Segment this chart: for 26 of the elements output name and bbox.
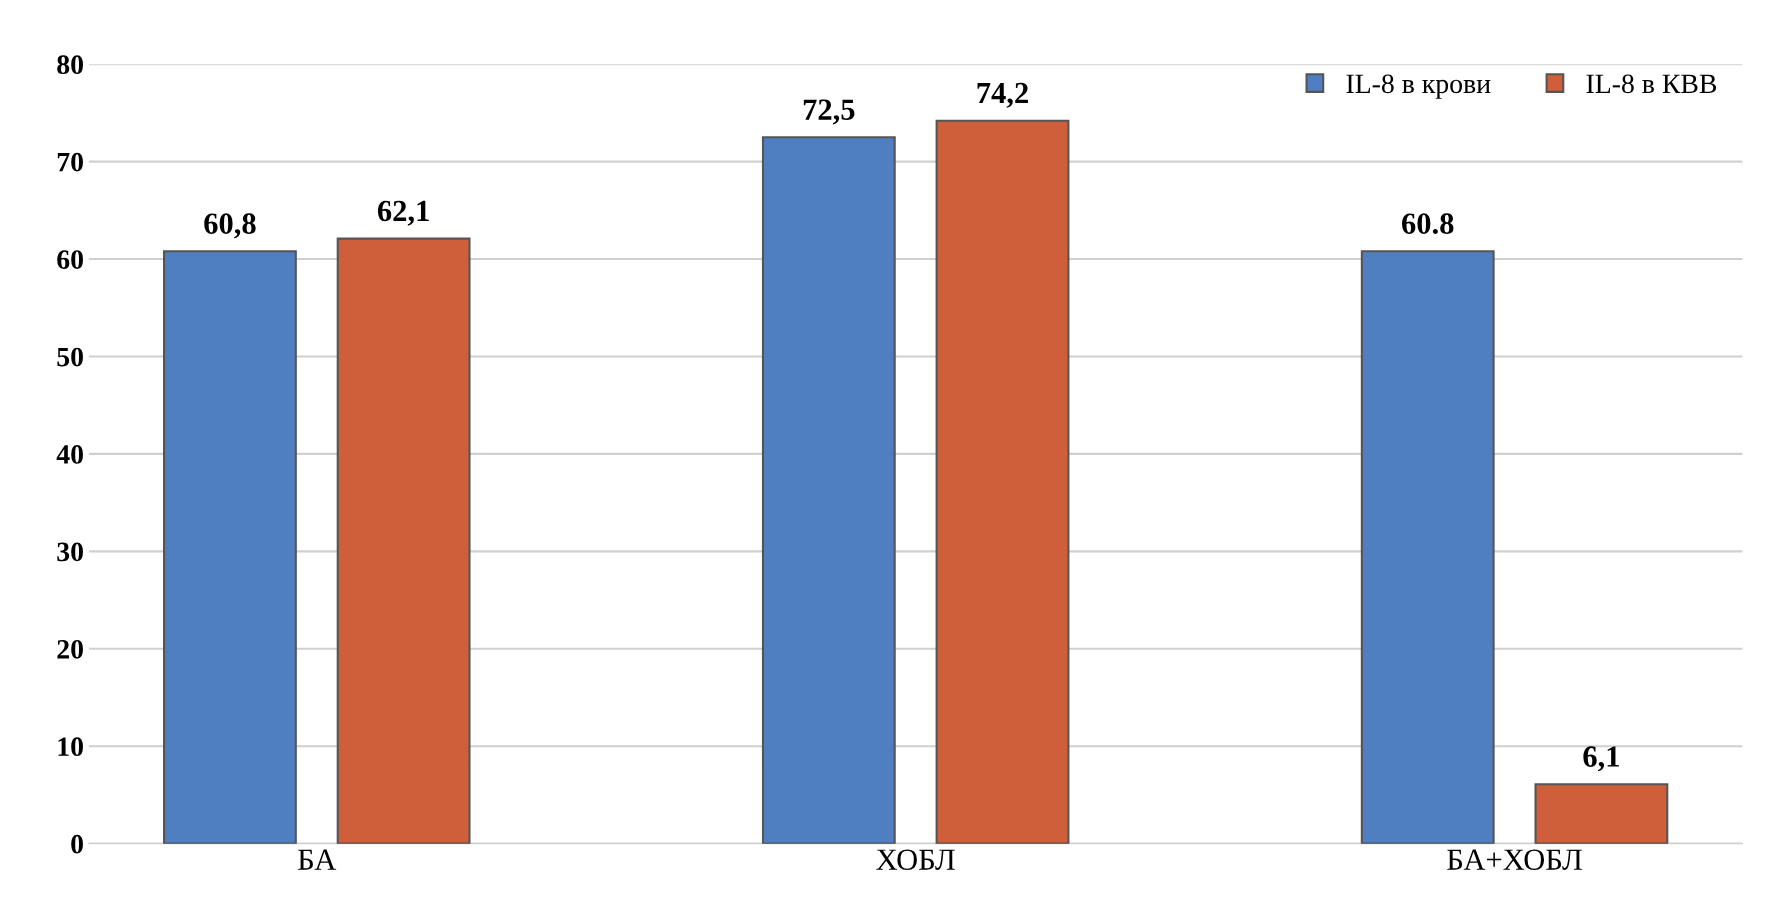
y-tick-label: 40 — [56, 445, 83, 464]
legend-label: IL-8 в крови — [1346, 74, 1491, 99]
y-tick-label: 70 — [57, 152, 83, 172]
data-label: 62,1 — [377, 200, 429, 226]
x-tick-label: БА — [298, 849, 337, 870]
y-tick-label: 60 — [57, 250, 83, 269]
bar — [1360, 250, 1495, 844]
data-label: 60,8 — [204, 213, 256, 239]
bar — [935, 119, 1070, 844]
y-tick-label: 50 — [57, 347, 83, 367]
bar — [1534, 783, 1669, 844]
legend-label: IL-8 в КВВ — [1586, 74, 1717, 94]
data-label: 6,1 — [1583, 746, 1619, 772]
y-tick-label: 20 — [57, 639, 83, 659]
x-tick-label: ХОБЛ — [876, 849, 955, 870]
data-label: 74,2 — [977, 82, 1028, 108]
bar — [336, 237, 471, 844]
y-tick-label: 80 — [57, 55, 83, 75]
bar — [163, 250, 297, 844]
y-tick-label: 30 — [57, 542, 83, 562]
y-tick-label: 0 — [71, 834, 83, 854]
bar — [761, 136, 896, 844]
data-label: 60.8 — [1402, 213, 1454, 235]
data-label: 72,5 — [803, 99, 855, 125]
y-tick-label: 10 — [58, 737, 83, 757]
x-tick-label: БА+ХОБЛ — [1447, 849, 1582, 870]
